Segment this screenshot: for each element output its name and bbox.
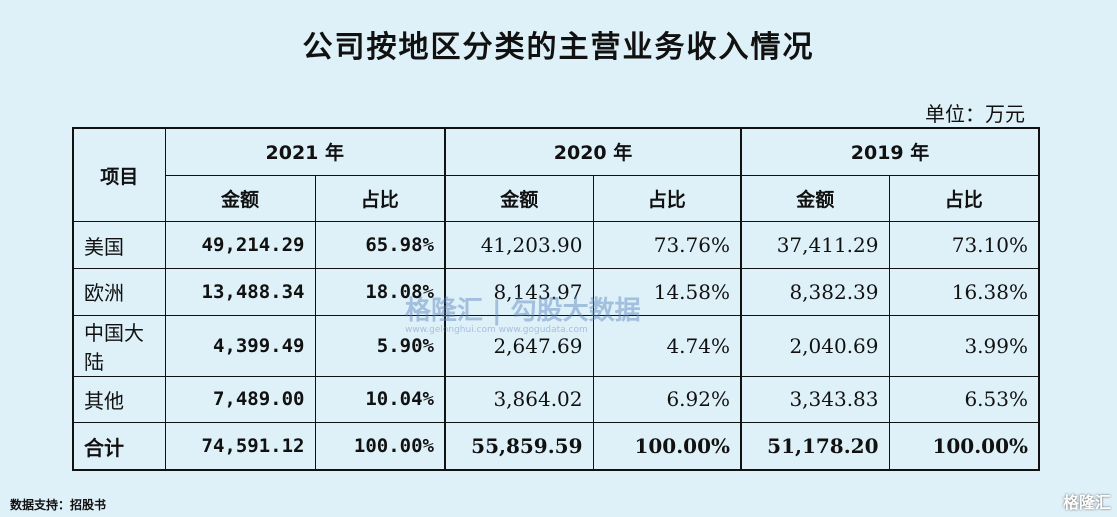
row-label: 欧洲 bbox=[72, 267, 166, 316]
item-header: 项目 bbox=[72, 127, 166, 223]
amount-header: 金额 bbox=[164, 174, 316, 223]
cell-value: 74,591.12 bbox=[164, 422, 316, 471]
row-label: 中国大陆 bbox=[72, 314, 166, 377]
cell-value: 2,647.69 bbox=[444, 314, 594, 377]
revenue-table: 项目 2021 年 2020 年 2019 年 金额 占比 金额 占比 金额 占… bbox=[72, 127, 1040, 471]
cell-value: 41,203.90 bbox=[444, 221, 594, 269]
cell-value: 3.99% bbox=[888, 314, 1040, 377]
cell-value: 13,488.34 bbox=[164, 267, 316, 316]
table-row: 中国大陆 4,399.49 5.90% 2,647.69 4.74% 2,040… bbox=[72, 314, 1040, 377]
cell-value: 18.08% bbox=[314, 267, 446, 316]
cell-value: 3,864.02 bbox=[444, 375, 594, 424]
unit-label: 单位：万元 bbox=[925, 102, 1025, 126]
cell-value: 100.00% bbox=[592, 422, 742, 471]
cell-value: 8,382.39 bbox=[740, 267, 890, 316]
ratio-header: 占比 bbox=[888, 174, 1040, 223]
cell-value: 6.53% bbox=[888, 375, 1040, 424]
cell-value: 16.38% bbox=[888, 267, 1040, 316]
total-label: 合计 bbox=[72, 422, 166, 471]
cell-value: 2,040.69 bbox=[740, 314, 890, 377]
cell-value: 14.58% bbox=[592, 267, 742, 316]
cell-value: 4,399.49 bbox=[164, 314, 316, 377]
cell-value: 3,343.83 bbox=[740, 375, 890, 424]
year-header-2021: 2021 年 bbox=[164, 127, 446, 176]
cell-value: 37,411.29 bbox=[740, 221, 890, 269]
cell-value: 65.98% bbox=[314, 221, 446, 269]
cell-value: 55,859.59 bbox=[444, 422, 594, 471]
source-note: 数据支持：招股书 bbox=[10, 498, 107, 512]
ratio-header: 占比 bbox=[314, 174, 446, 223]
cell-value: 10.04% bbox=[314, 375, 446, 424]
corner-logo: 格隆汇 bbox=[1062, 493, 1111, 512]
year-header-2020: 2020 年 bbox=[444, 127, 742, 176]
ratio-header: 占比 bbox=[592, 174, 742, 223]
amount-header: 金额 bbox=[444, 174, 594, 223]
cell-value: 73.10% bbox=[888, 221, 1040, 269]
table-row: 美国 49,214.29 65.98% 41,203.90 73.76% 37,… bbox=[72, 221, 1040, 269]
cell-value: 8,143.97 bbox=[444, 267, 594, 316]
cell-value: 49,214.29 bbox=[164, 221, 316, 269]
cell-value: 7,489.00 bbox=[164, 375, 316, 424]
cell-value: 100.00% bbox=[888, 422, 1040, 471]
cell-value: 100.00% bbox=[314, 422, 446, 471]
cell-value: 4.74% bbox=[592, 314, 742, 377]
cell-value: 51,178.20 bbox=[740, 422, 890, 471]
table-row: 欧洲 13,488.34 18.08% 8,143.97 14.58% 8,38… bbox=[72, 267, 1040, 316]
row-label: 美国 bbox=[72, 221, 166, 269]
page-title: 公司按地区分类的主营业务收入情况 bbox=[302, 30, 815, 65]
cell-value: 5.90% bbox=[314, 314, 446, 377]
total-row: 合计 74,591.12 100.00% 55,859.59 100.00% 5… bbox=[72, 422, 1040, 471]
cell-value: 73.76% bbox=[592, 221, 742, 269]
row-label: 其他 bbox=[72, 375, 166, 424]
year-header-2019: 2019 年 bbox=[740, 127, 1040, 176]
amount-header: 金额 bbox=[740, 174, 890, 223]
cell-value: 6.92% bbox=[592, 375, 742, 424]
table-row: 其他 7,489.00 10.04% 3,864.02 6.92% 3,343.… bbox=[72, 375, 1040, 424]
